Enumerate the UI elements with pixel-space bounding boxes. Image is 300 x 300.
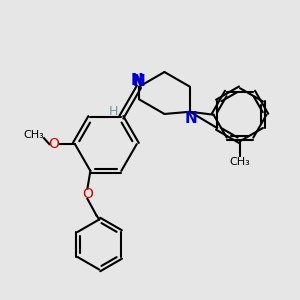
Text: H: H xyxy=(109,105,119,118)
Text: N: N xyxy=(133,74,145,89)
Text: N: N xyxy=(185,111,198,126)
Text: O: O xyxy=(82,188,93,201)
Text: CH₃: CH₃ xyxy=(23,130,44,140)
Text: N: N xyxy=(131,73,144,88)
Text: O: O xyxy=(48,137,59,151)
Text: CH₃: CH₃ xyxy=(230,157,250,167)
